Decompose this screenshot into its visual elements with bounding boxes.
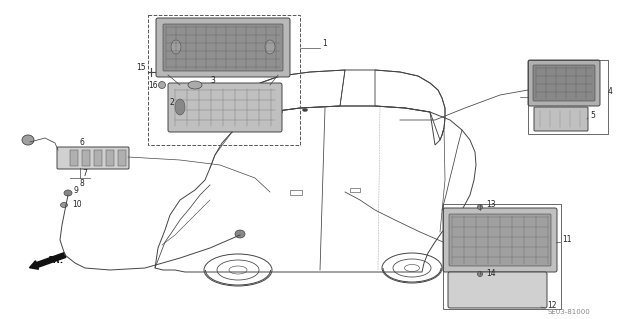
Text: 3: 3 xyxy=(210,76,215,85)
Bar xyxy=(118,150,126,166)
FancyBboxPatch shape xyxy=(449,214,551,266)
Text: SE03-81000: SE03-81000 xyxy=(548,309,591,315)
Text: 6: 6 xyxy=(80,138,85,147)
FancyBboxPatch shape xyxy=(156,18,290,77)
Ellipse shape xyxy=(61,203,67,207)
Text: 9: 9 xyxy=(73,186,78,195)
Text: 8: 8 xyxy=(80,179,84,188)
FancyBboxPatch shape xyxy=(163,24,283,71)
Bar xyxy=(94,150,102,166)
FancyBboxPatch shape xyxy=(528,60,600,106)
Text: 7: 7 xyxy=(82,169,87,178)
Bar xyxy=(148,15,300,145)
Ellipse shape xyxy=(278,110,282,114)
Text: 14: 14 xyxy=(486,269,495,278)
Ellipse shape xyxy=(265,40,275,54)
FancyBboxPatch shape xyxy=(443,208,557,272)
Ellipse shape xyxy=(477,271,483,277)
Ellipse shape xyxy=(64,190,72,196)
FancyBboxPatch shape xyxy=(533,65,595,101)
Ellipse shape xyxy=(171,40,181,54)
Text: 4: 4 xyxy=(608,87,613,96)
Text: 11: 11 xyxy=(562,235,572,244)
Text: 16: 16 xyxy=(148,81,157,90)
Ellipse shape xyxy=(235,230,245,238)
Text: 13: 13 xyxy=(486,200,495,209)
Text: 1: 1 xyxy=(322,39,327,48)
Ellipse shape xyxy=(159,81,166,88)
Text: 2: 2 xyxy=(170,98,175,107)
Text: 12: 12 xyxy=(547,301,557,310)
Ellipse shape xyxy=(22,135,34,145)
Text: 5: 5 xyxy=(590,111,595,120)
Bar xyxy=(82,150,90,166)
Text: FR.: FR. xyxy=(48,256,65,265)
FancyBboxPatch shape xyxy=(57,147,129,169)
Bar xyxy=(350,188,360,192)
Ellipse shape xyxy=(477,204,483,210)
FancyBboxPatch shape xyxy=(534,107,588,131)
Text: 15: 15 xyxy=(136,63,146,72)
Bar xyxy=(290,190,302,195)
Ellipse shape xyxy=(175,99,185,115)
Bar xyxy=(528,60,608,134)
Ellipse shape xyxy=(303,108,307,112)
Bar xyxy=(70,150,78,166)
FancyBboxPatch shape xyxy=(448,272,547,308)
FancyArrow shape xyxy=(29,253,66,269)
Text: 10: 10 xyxy=(72,200,82,209)
FancyBboxPatch shape xyxy=(168,83,282,132)
Ellipse shape xyxy=(188,81,202,89)
Bar xyxy=(443,204,561,309)
Bar xyxy=(106,150,114,166)
